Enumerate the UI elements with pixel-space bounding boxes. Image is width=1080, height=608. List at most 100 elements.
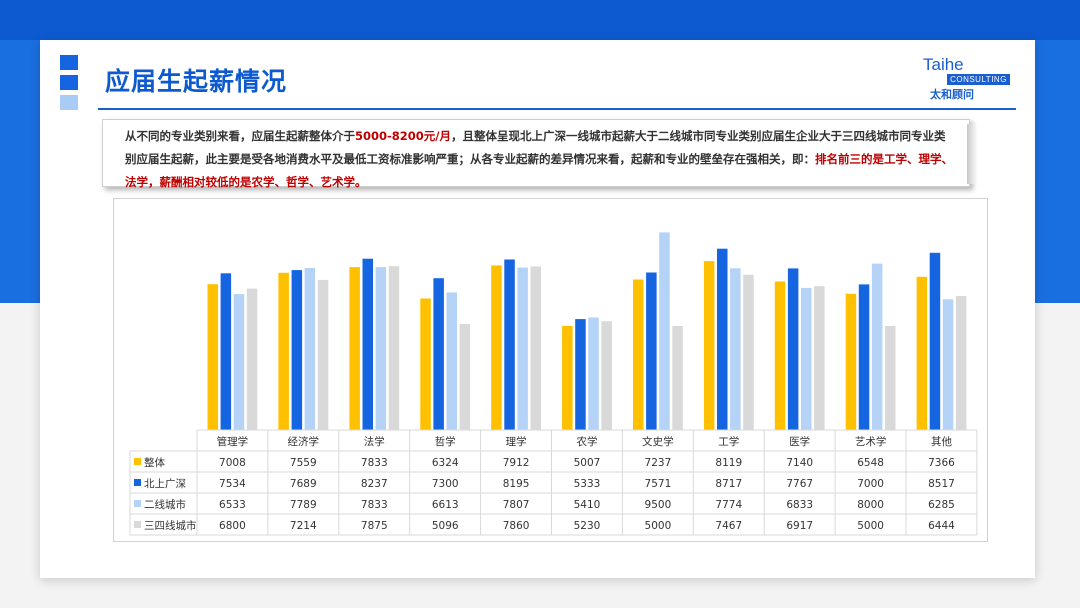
title-square-icon <box>60 55 78 70</box>
legend-label: 三四线城市 <box>144 519 197 532</box>
data-value-label: 8000 <box>857 499 884 511</box>
chart-frame <box>113 198 988 542</box>
bar-1-3 <box>349 267 360 430</box>
data-value-label: 7214 <box>290 520 317 532</box>
bar-1-11 <box>916 276 928 430</box>
bar-3-8 <box>730 268 741 430</box>
page-title: 应届生起薪情况 <box>105 67 288 96</box>
bar-2-6 <box>575 319 586 430</box>
data-value-label: 6800 <box>219 520 246 532</box>
data-value-label: 7833 <box>361 499 388 511</box>
data-value-label: 7833 <box>361 457 388 469</box>
data-value-label: 9500 <box>645 499 672 511</box>
bar-3-2 <box>304 268 316 430</box>
data-value-label: 8195 <box>503 478 530 490</box>
category-label: 经济学 <box>288 435 320 448</box>
bar-4-5 <box>530 266 541 430</box>
bar-3-10 <box>871 263 883 430</box>
data-value-label: 6917 <box>786 520 813 532</box>
category-label: 管理学 <box>217 435 249 448</box>
data-value-label: 7875 <box>361 520 388 532</box>
data-value-label: 7467 <box>715 520 742 532</box>
data-value-label: 5333 <box>574 478 601 490</box>
data-value-label: 5000 <box>645 520 672 532</box>
legend-label: 二线城市 <box>144 498 186 511</box>
description-text: ，且整体呈现北上广深一线城市起薪大于二线城市同专业类别应届生企业大于三四线城市同… <box>125 129 946 166</box>
bar-3-3 <box>375 267 387 430</box>
bar-2-9 <box>787 268 799 430</box>
title-underline <box>98 108 1016 110</box>
bar-2-7 <box>646 272 657 430</box>
data-value-label: 7140 <box>786 457 813 469</box>
bar-1-1 <box>207 284 218 430</box>
bar-4-11 <box>955 296 967 430</box>
bar-3-6 <box>588 317 599 430</box>
category-label: 法学 <box>364 435 385 448</box>
bar-1-5 <box>491 265 502 430</box>
bar-1-4 <box>420 298 431 430</box>
bar-4-8 <box>743 274 754 430</box>
category-label: 其他 <box>931 435 952 448</box>
bar-2-3 <box>362 258 373 430</box>
logo-sub-text: CONSULTING <box>947 74 1010 85</box>
data-value-label: 7237 <box>645 457 672 469</box>
bar-1-10 <box>845 293 857 430</box>
company-logo: Taihe CONSULTING 太和顾问 <box>920 55 1015 101</box>
data-value-label: 7008 <box>219 457 246 469</box>
logo-cn-text: 太和顾问 <box>930 88 974 101</box>
data-value-label: 7912 <box>503 457 530 469</box>
header-background-top-band <box>0 0 1080 40</box>
data-value-label: 8119 <box>715 457 742 469</box>
bar-2-1 <box>220 273 232 430</box>
data-value-label: 7000 <box>857 478 884 490</box>
category-label: 医学 <box>789 435 810 448</box>
bar-4-6 <box>601 321 612 430</box>
title-square-icon <box>60 75 78 90</box>
data-value-label: 7366 <box>928 457 955 469</box>
bar-1-6 <box>562 325 573 430</box>
legend-swatch <box>134 458 141 465</box>
bar-3-9 <box>801 287 812 430</box>
data-value-label: 7807 <box>503 499 530 511</box>
description-box: 从不同的专业类别来看，应届生起薪整体介于5000-8200元/月，且整体呈现北上… <box>102 119 970 189</box>
data-value-label: 5096 <box>432 520 459 532</box>
description-text: 从不同的专业类别来看，应届生起薪整体介于 <box>125 129 355 143</box>
data-value-label: 5000 <box>857 520 884 532</box>
bar-1-9 <box>774 281 786 430</box>
description-box-tab <box>967 124 975 184</box>
data-value-label: 7689 <box>290 478 317 490</box>
data-value-label: 6533 <box>219 499 246 511</box>
bar-4-3 <box>388 266 400 430</box>
data-value-label: 6444 <box>928 520 955 532</box>
bar-3-1 <box>233 294 245 430</box>
title-square-icon <box>60 95 78 110</box>
category-label: 理学 <box>506 435 527 448</box>
legend-swatch <box>134 479 141 486</box>
bar-4-4 <box>459 324 471 430</box>
bar-3-5 <box>517 267 528 430</box>
data-value-label: 5007 <box>574 457 601 469</box>
bar-1-7 <box>633 279 644 430</box>
data-value-label: 8237 <box>361 478 388 490</box>
data-value-label: 6833 <box>786 499 813 511</box>
bar-2-5 <box>504 259 515 430</box>
data-value-label: 7571 <box>645 478 672 490</box>
bar-4-1 <box>246 288 258 430</box>
data-value-label: 5230 <box>574 520 601 532</box>
legend-swatch <box>134 521 141 528</box>
category-label: 农学 <box>577 435 598 448</box>
category-label: 哲学 <box>435 435 456 448</box>
data-value-label: 8517 <box>928 478 955 490</box>
data-value-label: 8717 <box>715 478 742 490</box>
legend-label: 北上广深 <box>144 478 186 490</box>
bar-4-7 <box>672 326 683 430</box>
data-value-label: 6548 <box>857 457 884 469</box>
bar-2-10 <box>858 284 870 430</box>
bar-4-10 <box>885 326 896 430</box>
description-highlight-conclusion: 排名前三的是工学、理学、法学，薪酬相对较低的是农学、哲学、艺术学。 <box>125 152 953 189</box>
bar-4-2 <box>317 279 329 430</box>
data-value-label: 6613 <box>432 499 459 511</box>
data-value-label: 7300 <box>432 478 459 490</box>
bar-1-2 <box>278 272 289 430</box>
